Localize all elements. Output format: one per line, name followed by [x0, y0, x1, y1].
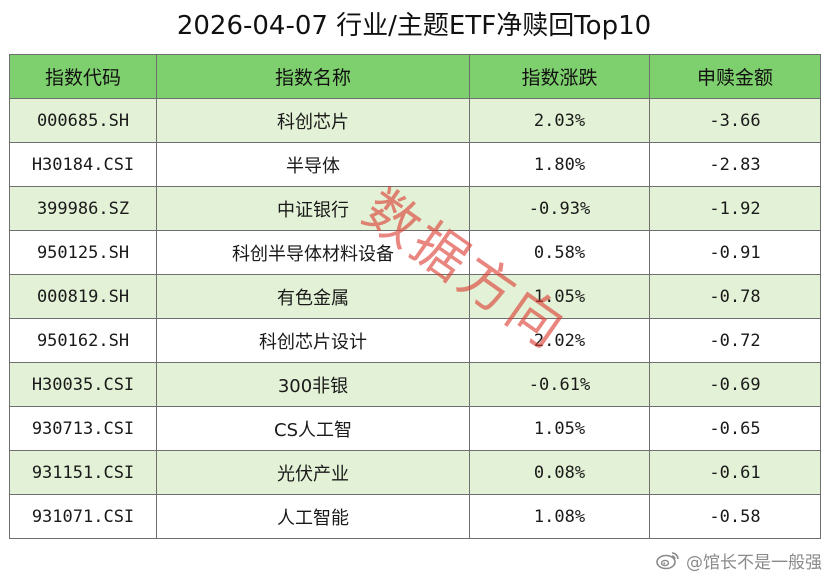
index-change-cell: 1.05% [469, 406, 650, 451]
weibo-icon [656, 550, 680, 570]
index-change-cell: 1.05% [469, 274, 650, 319]
column-header-code: 指数代码 [9, 54, 157, 99]
index-change-cell: 2.03% [469, 98, 650, 143]
footer-handle[interactable]: @馆长不是一般强 [686, 552, 822, 573]
redemption-amount-cell: -0.72 [649, 318, 821, 363]
index-name-cell: 科创半导体材料设备 [156, 230, 470, 275]
index-change-cell: 0.58% [469, 230, 650, 275]
page-title: 2026-04-07 行业/主题ETF净赎回Top10 [176, 11, 652, 41]
table-row: 931071.CSI 人工智能 1.08% -0.58 [9, 494, 821, 539]
index-change-cell: 2.02% [469, 318, 650, 363]
index-name-cell: 科创芯片 [156, 98, 470, 143]
redemption-amount-cell: -0.58 [649, 494, 821, 539]
table-row: 931151.CSI 光伏产业 0.08% -0.61 [9, 450, 821, 495]
column-header-change: 指数涨跌 [469, 54, 650, 99]
index-name-cell: 半导体 [156, 142, 470, 187]
redemption-amount-cell: -1.92 [649, 186, 821, 231]
index-name-cell: 有色金属 [156, 274, 470, 319]
index-code-cell: 931151.CSI [9, 450, 157, 495]
redemption-amount-cell: -0.65 [649, 406, 821, 451]
index-code-cell: 931071.CSI [9, 494, 157, 539]
table-header-row: 指数代码 指数名称 指数涨跌 申赎金额 [9, 54, 821, 99]
table-row: H30035.CSI 300非银 -0.61% -0.69 [9, 362, 821, 407]
table-row: 950125.SH 科创半导体材料设备 0.58% -0.91 [9, 230, 821, 275]
index-code-cell: 399986.SZ [9, 186, 157, 231]
table-row: 930713.CSI CS人工智 1.05% -0.65 [9, 406, 821, 451]
column-header-amount: 申赎金额 [649, 54, 821, 99]
index-code-cell: H30184.CSI [9, 142, 157, 187]
index-change-cell: 0.08% [469, 450, 650, 495]
etf-redemption-table: 指数代码 指数名称 指数涨跌 申赎金额 000685.SH 科创芯片 2.03%… [9, 54, 821, 539]
table-row: 000819.SH 有色金属 1.05% -0.78 [9, 274, 821, 319]
redemption-amount-cell: -0.61 [649, 450, 821, 495]
index-code-cell: 000685.SH [9, 98, 157, 143]
redemption-amount-cell: -3.66 [649, 98, 821, 143]
table-row: 399986.SZ 中证银行 -0.93% -1.92 [9, 186, 821, 231]
index-name-cell: 人工智能 [156, 494, 470, 539]
index-name-cell: 科创芯片设计 [156, 318, 470, 363]
redemption-amount-cell: -0.91 [649, 230, 821, 275]
redemption-amount-cell: -0.69 [649, 362, 821, 407]
index-code-cell: H30035.CSI [9, 362, 157, 407]
table-row: H30184.CSI 半导体 1.80% -2.83 [9, 142, 821, 187]
index-code-cell: 000819.SH [9, 274, 157, 319]
index-name-cell: 光伏产业 [156, 450, 470, 495]
redemption-amount-cell: -2.83 [649, 142, 821, 187]
table-row: 000685.SH 科创芯片 2.03% -3.66 [9, 98, 821, 143]
redemption-amount-cell: -0.78 [649, 274, 821, 319]
index-name-cell: CS人工智 [156, 406, 470, 451]
column-header-name: 指数名称 [156, 54, 470, 99]
index-code-cell: 950162.SH [9, 318, 157, 363]
index-code-cell: 930713.CSI [9, 406, 157, 451]
index-name-cell: 300非银 [156, 362, 470, 407]
table-row: 950162.SH 科创芯片设计 2.02% -0.72 [9, 318, 821, 363]
index-change-cell: -0.61% [469, 362, 650, 407]
index-name-cell: 中证银行 [156, 186, 470, 231]
index-code-cell: 950125.SH [9, 230, 157, 275]
index-change-cell: 1.08% [469, 494, 650, 539]
index-change-cell: -0.93% [469, 186, 650, 231]
index-change-cell: 1.80% [469, 142, 650, 187]
footer-attribution: @馆长不是一般强 [656, 547, 822, 573]
